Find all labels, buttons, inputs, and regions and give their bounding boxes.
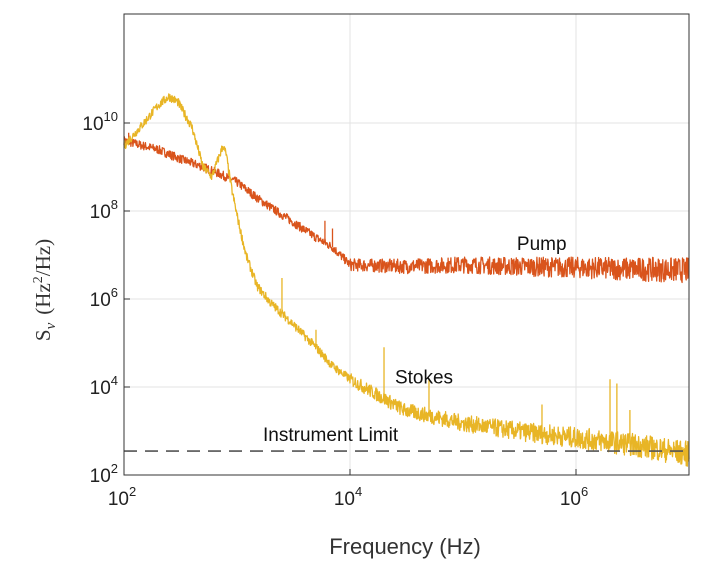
y-tick-label-base: 10	[90, 378, 111, 399]
y-tick-label-base: 10	[90, 290, 111, 311]
x-axis-title: Frequency (Hz)	[329, 534, 481, 559]
x-tick-label-exponent: 4	[355, 484, 362, 499]
pump-label: Pump	[517, 234, 567, 255]
y-tick-label-base: 10	[90, 466, 111, 487]
y-axis-title-units-open: (Hz	[31, 283, 55, 314]
y-tick-label-exponent: 8	[111, 197, 118, 212]
plot-frame	[123, 13, 690, 476]
y-tick-label: 106	[90, 285, 118, 311]
y-tick-label-base: 10	[90, 202, 111, 223]
y-axis-title-units-close: /Hz)	[31, 239, 55, 276]
y-axis-title-base: S	[31, 329, 55, 341]
x-tick-label: 102	[108, 484, 136, 510]
x-tick-label-base: 10	[560, 489, 581, 510]
x-tick-label: 104	[334, 484, 362, 510]
y-axis-title: Sv (Hz2/Hz)	[31, 239, 59, 341]
x-tick-label-exponent: 2	[129, 484, 136, 499]
pump-series-line	[123, 136, 690, 284]
instrument-limit-label: Instrument Limit	[263, 425, 399, 446]
y-tick-label-base: 10	[82, 114, 103, 135]
x-tick-label: 106	[560, 484, 588, 510]
y-tick-label-exponent: 6	[111, 285, 118, 300]
y-tick-label: 102	[90, 461, 118, 487]
y-axis-title-units-power: 2	[31, 276, 46, 283]
y-axis-title-subscript: v	[43, 322, 59, 329]
x-tick-label-base: 10	[108, 489, 129, 510]
x-tick-label-base: 10	[334, 489, 355, 510]
y-tick-label-exponent: 10	[104, 109, 118, 124]
y-tick-label: 104	[90, 373, 118, 399]
annotations: Pump Stokes Instrument Limit	[263, 234, 567, 446]
x-tick-label-exponent: 6	[581, 484, 588, 499]
series-group	[123, 93, 690, 467]
stokes-series-line	[123, 93, 690, 467]
y-tick-label: 1010	[82, 109, 118, 135]
stokes-label: Stokes	[395, 368, 453, 389]
y-tick-label: 108	[90, 197, 118, 223]
y-tick-label-exponent: 2	[111, 461, 118, 476]
grid-lines	[123, 14, 689, 476]
y-tick-label-exponent: 4	[111, 373, 118, 388]
